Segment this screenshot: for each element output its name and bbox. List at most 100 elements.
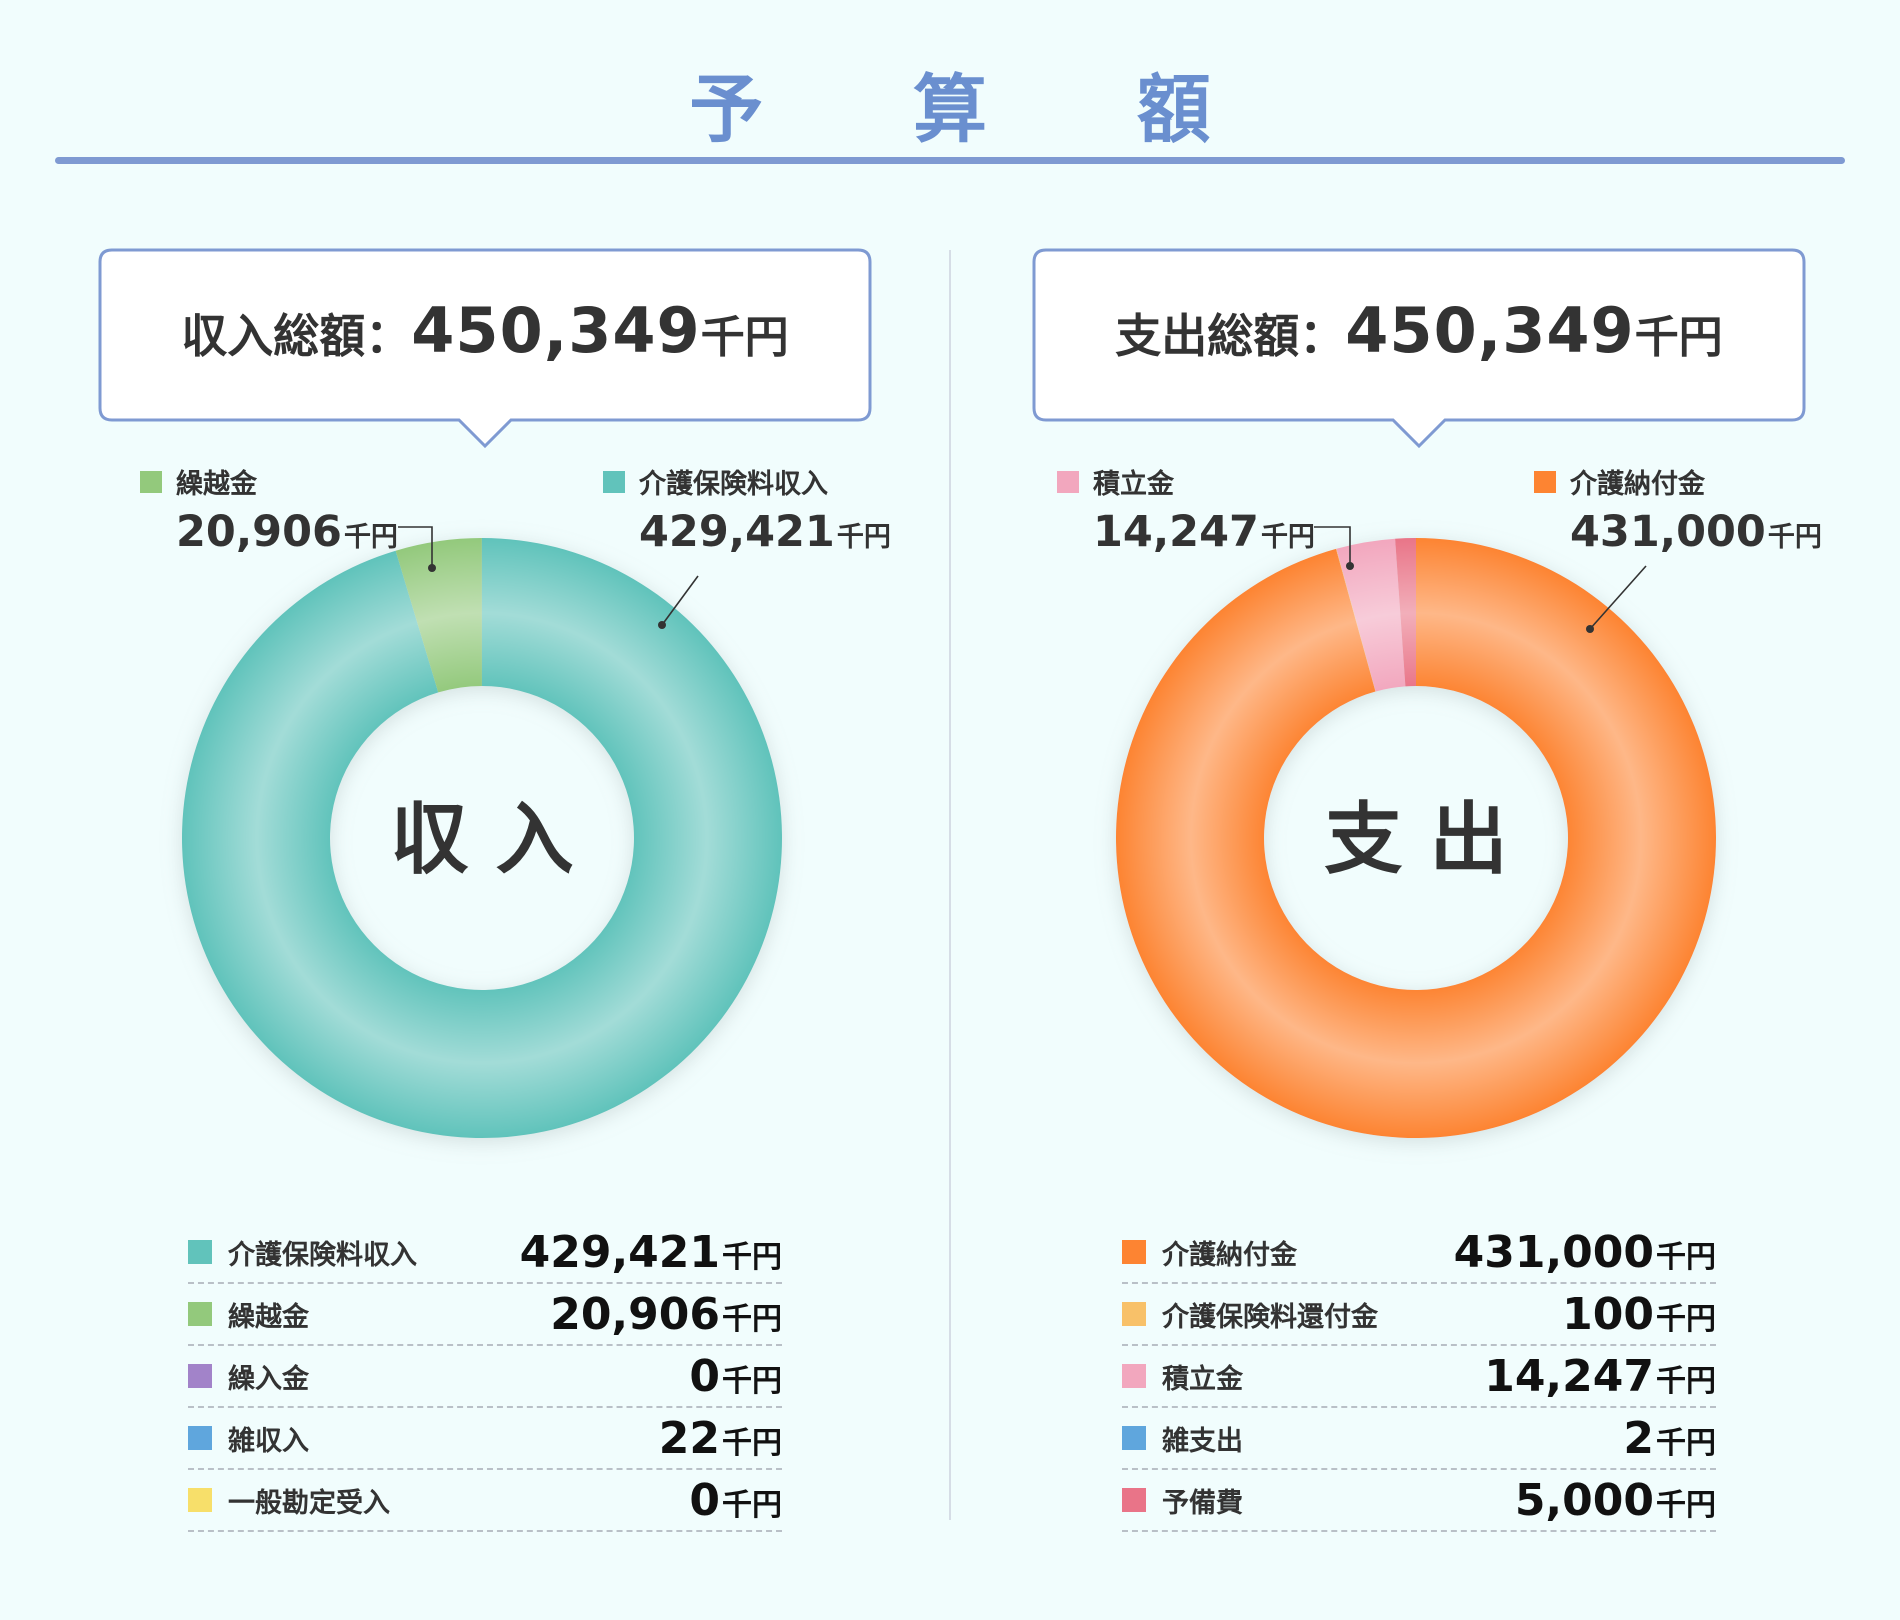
label-name: 繰越金: [176, 469, 257, 500]
legend-name: 介護保険料収入: [228, 1239, 417, 1271]
contribution-swatch: [1534, 470, 1556, 493]
callout-bubble: [98, 248, 872, 449]
legend-unit: 千円: [722, 1301, 782, 1337]
legend-unit: 千円: [722, 1363, 782, 1399]
legend-unit: 千円: [1656, 1301, 1716, 1337]
legend-row: 繰入金 0千円: [188, 1346, 782, 1408]
leader-line: [661, 575, 699, 626]
legend-swatch: [188, 1488, 212, 1512]
expense-total-label: 支出総額：: [1115, 309, 1346, 363]
leader-dot: [1346, 562, 1354, 570]
income-total-label: 収入総額：: [181, 309, 412, 363]
income-label-premium: 介護保険料収入 429,421千円: [603, 462, 891, 557]
legend-name: 介護保険料還付金: [1162, 1301, 1378, 1333]
legend-row: 繰越金 20,906千円: [188, 1284, 782, 1346]
expense-total-callout: 支出総額：450,349千円: [1032, 248, 1806, 449]
legend-row: 一般勘定受入 0千円: [188, 1470, 782, 1532]
legend-swatch: [188, 1302, 212, 1326]
legend-value: 431,000: [1453, 1226, 1654, 1278]
legend-row: 介護納付金 431,000千円: [1122, 1222, 1716, 1284]
legend-value: 20,906: [550, 1288, 720, 1340]
legend-swatch: [188, 1426, 212, 1450]
legend-row: 介護保険料還付金 100千円: [1122, 1284, 1716, 1346]
donut-center-label: 支 出: [1324, 795, 1507, 885]
legend-value: 5,000: [1514, 1474, 1654, 1526]
premium-swatch: [603, 470, 625, 493]
donut-sheen: [182, 538, 782, 1138]
legend-swatch: [1122, 1426, 1146, 1450]
income-label-carryover: 繰越金 20,906千円: [140, 462, 398, 557]
leader-dot: [658, 621, 666, 629]
income-total-unit: 千円: [700, 312, 789, 363]
legend-name: 積立金: [1162, 1363, 1243, 1395]
legend-swatch: [1122, 1364, 1146, 1388]
legend-value: 429,421: [519, 1226, 720, 1278]
legend-unit: 千円: [722, 1239, 782, 1275]
label-value: 14,247: [1093, 507, 1259, 557]
legend-unit: 千円: [1656, 1363, 1716, 1399]
legend-row: 介護保険料収入 429,421千円: [188, 1222, 782, 1284]
expense-total-value: 450,349: [1345, 294, 1635, 367]
callout-bubble: [1032, 248, 1806, 449]
label-value: 20,906: [176, 507, 342, 557]
legend-value: 0: [689, 1474, 720, 1526]
income-legend-table: 介護保険料収入 429,421千円 繰越金 20,906千円 繰入金 0千円 雑収入 2…: [188, 1222, 782, 1532]
donut-center-label: 収 入: [390, 795, 573, 885]
legend-unit: 千円: [722, 1487, 782, 1523]
panel-divider: [949, 250, 951, 1520]
expense-legend-table: 介護納付金 431,000千円 介護保険料還付金 100千円 積立金 14,247千円…: [1122, 1222, 1716, 1532]
leader-line: [1589, 565, 1647, 630]
legend-name: 介護納付金: [1162, 1239, 1297, 1271]
income-total-text: 収入総額：450,349千円: [98, 294, 872, 367]
leader-dot: [428, 564, 436, 572]
legend-name: 予備費: [1162, 1487, 1243, 1519]
legend-row: 積立金 14,247千円: [1122, 1346, 1716, 1408]
legend-row: 雑支出 2千円: [1122, 1408, 1716, 1470]
expense-label-reserve: 積立金 14,247千円: [1057, 462, 1315, 557]
label-value: 429,421: [639, 507, 835, 557]
legend-value: 100: [1562, 1288, 1654, 1340]
legend-swatch: [188, 1240, 212, 1264]
label-value: 431,000: [1570, 507, 1766, 557]
label-unit: 千円: [836, 522, 891, 553]
page-title: 予 算 額: [689, 67, 1273, 153]
income-total-value: 450,349: [411, 294, 701, 367]
legend-name: 雑支出: [1162, 1425, 1243, 1457]
expense-total-unit: 千円: [1634, 312, 1723, 363]
leader-line: [398, 526, 433, 568]
legend-swatch: [1122, 1302, 1146, 1326]
label-name: 積立金: [1093, 469, 1174, 500]
expense-label-contribution: 介護納付金 431,000千円: [1534, 462, 1822, 557]
legend-swatch: [188, 1364, 212, 1388]
leader-line: [1314, 526, 1351, 566]
legend-row: 雑収入 22千円: [188, 1408, 782, 1470]
expense-panel: 支出総額：450,349千円 支 出 積立金 14,247千円 介護納付金 43…: [934, 0, 1884, 1620]
legend-value: 14,247: [1484, 1350, 1654, 1402]
legend-name: 一般勘定受入: [228, 1487, 390, 1519]
legend-row: 予備費 5,000千円: [1122, 1470, 1716, 1532]
label-name: 介護納付金: [1570, 469, 1705, 500]
legend-swatch: [1122, 1488, 1146, 1512]
legend-value: 2: [1623, 1412, 1654, 1464]
income-donut-chart: 収 入: [182, 526, 783, 1138]
label-unit: 千円: [1767, 522, 1822, 553]
legend-value: 0: [689, 1350, 720, 1402]
label-unit: 千円: [343, 522, 398, 553]
leader-dot: [1586, 625, 1594, 633]
expense-total-text: 支出総額：450,349千円: [1032, 294, 1806, 367]
income-total-callout: 収入総額：450,349千円: [98, 248, 872, 449]
donut-sheen: [1116, 538, 1716, 1138]
legend-name: 繰越金: [228, 1301, 309, 1333]
legend-unit: 千円: [1656, 1425, 1716, 1461]
legend-unit: 千円: [722, 1425, 782, 1461]
label-unit: 千円: [1260, 522, 1315, 553]
legend-name: 雑収入: [228, 1425, 309, 1457]
income-panel: 収入総額：450,349千円 収 入 繰越金 20,906千円 介護保険料収入 …: [98, 248, 891, 1532]
title-underline: [55, 157, 1845, 164]
legend-swatch: [1122, 1240, 1146, 1264]
legend-value: 22: [658, 1412, 720, 1464]
label-name: 介護保険料収入: [639, 469, 828, 500]
legend-name: 繰入金: [228, 1363, 309, 1395]
legend-unit: 千円: [1656, 1487, 1716, 1523]
reserve-swatch: [1057, 470, 1079, 493]
